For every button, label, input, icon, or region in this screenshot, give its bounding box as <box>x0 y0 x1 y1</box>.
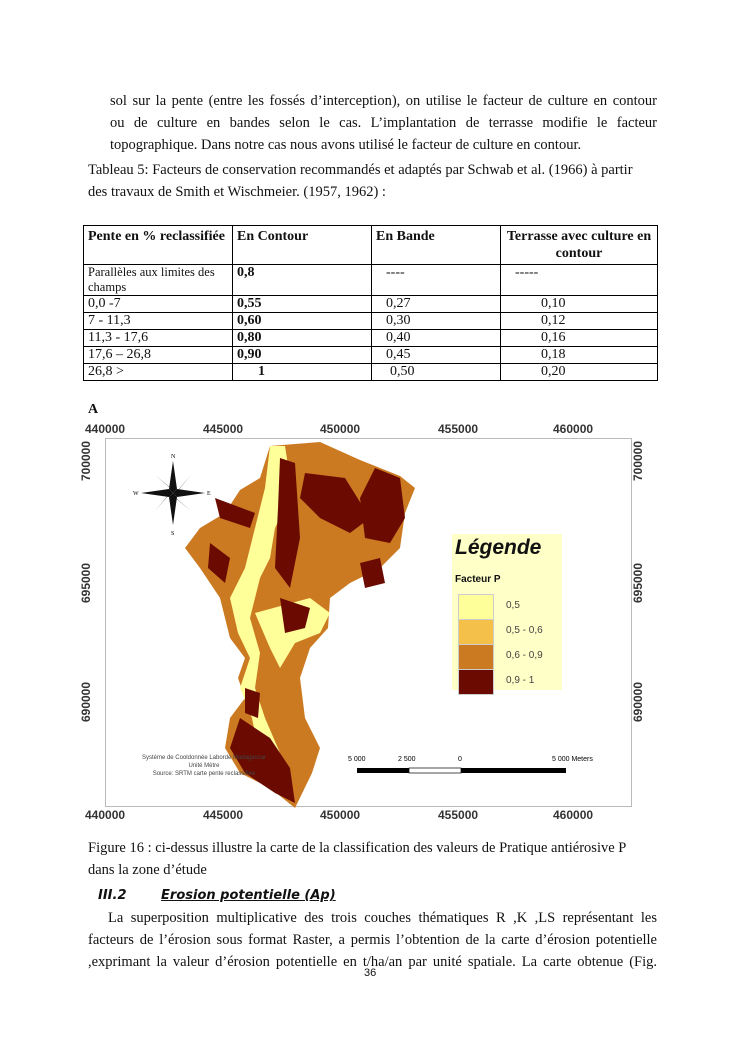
compass-north: N <box>171 454 176 460</box>
paragraph-line: ,exprimant la valeur d’érosion potentiel… <box>88 954 657 970</box>
credit-line: Source: SRTM carte pente reclassifiée <box>153 771 256 777</box>
p-factor-map: 440000 445000 450000 455000 460000 44000… <box>79 418 650 822</box>
x-tick: 445000 <box>203 808 244 822</box>
cell: 0,40 <box>371 329 501 347</box>
figure-caption: dans la zone d’étude <box>88 862 207 878</box>
section-title: Erosion potentielle (Ap) <box>161 888 336 903</box>
cell: 0,55 <box>232 295 372 313</box>
cell: 0,16 <box>500 329 658 347</box>
cell: 0,27 <box>371 295 501 313</box>
section-heading: III.2 Erosion potentielle (Ap) <box>98 888 336 903</box>
x-tick: 455000 <box>438 422 479 436</box>
legend-swatch <box>458 669 494 695</box>
table-caption: Tableau 5: Facteurs de conservation reco… <box>88 162 633 178</box>
legend-label: 0,5 - 0,6 <box>506 625 543 636</box>
compass-rose-icon: N S W E <box>133 454 211 537</box>
cell: 17,6 – 26,8 <box>83 346 233 364</box>
header-cell: Terrasse avec culture en contour <box>500 225 658 265</box>
x-tick: 460000 <box>553 422 594 436</box>
cell: 1 <box>232 363 372 381</box>
table-row: 17,6 – 26,8 0,90 0,45 0,18 <box>83 346 658 364</box>
paragraph-line: facteurs de l’érosion sous format Raster… <box>88 932 657 948</box>
legend-swatch <box>458 644 494 670</box>
cell: 0,20 <box>500 363 658 381</box>
map-legend: Légende Facteur P 0,5 0,5 - 0,6 0,6 - 0,9 0… <box>452 534 562 695</box>
legend-label: 0,5 <box>506 600 520 611</box>
legend-title: Légende <box>455 536 542 559</box>
table-caption: des travaux de Smith et Wischmeier. (195… <box>88 184 386 200</box>
cell: 0,90 <box>232 346 372 364</box>
x-tick: 460000 <box>553 808 594 822</box>
table-row: Parallèles aux limites des champs 0,8 --… <box>83 264 658 296</box>
paragraph-line: La superposition multiplicative des troi… <box>108 910 657 926</box>
page-number: 36 <box>364 967 377 979</box>
cell: 0,0 -7 <box>83 295 233 313</box>
compass-south: S <box>171 531 174 537</box>
x-tick: 450000 <box>320 808 361 822</box>
map-frame <box>105 438 632 807</box>
cell: 0,18 <box>500 346 658 364</box>
credit-line: Unité Mètre <box>188 763 220 769</box>
x-tick: 445000 <box>203 422 244 436</box>
x-tick: 450000 <box>320 422 361 436</box>
compass-east: E <box>207 491 211 497</box>
intro-line: topographique. Dans notre cas nous avons… <box>110 137 582 153</box>
table-row: 0,0 -7 0,55 0,27 0,10 <box>83 295 658 313</box>
header-cell: En Contour <box>232 225 372 265</box>
scale-bar: 5 000 2 500 0 5 000 Meters <box>348 756 593 774</box>
scale-label: 0 <box>458 756 462 763</box>
table-row: 26,8 >1 0,50 0,20 <box>83 363 658 381</box>
legend-subtitle: Facteur P <box>455 574 501 585</box>
credit-line: Systéme de Cooldonnée Laborde Madagascar <box>142 755 266 761</box>
watershed-raster: N S W E 5 000 2 500 0 5 000 Meters Systé… <box>133 442 593 808</box>
legend-label: 0,6 - 0,9 <box>506 650 543 661</box>
figure-label: A <box>88 402 99 417</box>
cell: Parallèles aux limites des champs <box>83 264 233 296</box>
cell: ---- <box>371 264 501 296</box>
cell: 11,3 - 17,6 <box>83 329 233 347</box>
cell: 0,50 <box>371 363 501 381</box>
conservation-factors-table: Pente en % reclassifiée En Contour En Ba… <box>83 225 658 381</box>
legend-label: 0,9 - 1 <box>506 675 535 686</box>
cell: 0,10 <box>500 295 658 313</box>
scale-label: 5 000 Meters <box>552 756 593 763</box>
intro-line: ou de culture en bandes selon le cas. L’… <box>110 115 657 131</box>
x-tick: 440000 <box>85 808 126 822</box>
header-cell: Pente en % reclassifiée <box>83 225 233 265</box>
table-row: 11,3 - 17,6 0,80 0,40 0,16 <box>83 329 658 347</box>
figure-caption: Figure 16 : ci-dessus illustre la carte … <box>88 840 627 856</box>
cell: 0,60 <box>232 312 372 330</box>
cell: 0,30 <box>371 312 501 330</box>
x-tick: 440000 <box>85 422 126 436</box>
table-row: 7 - 11,3 0,60 0,30 0,12 <box>83 312 658 330</box>
cell: 0,45 <box>371 346 501 364</box>
legend-swatch <box>458 594 494 620</box>
section-number: III.2 <box>98 888 127 903</box>
compass-west: W <box>133 491 139 497</box>
x-tick: 455000 <box>438 808 479 822</box>
scale-label: 5 000 <box>348 756 366 763</box>
cell: 26,8 > <box>83 363 233 381</box>
cell: 0,12 <box>500 312 658 330</box>
scale-label: 2 500 <box>398 756 416 763</box>
map-credits: Systéme de Cooldonnée Laborde Madagascar… <box>142 755 266 777</box>
intro-line: sol sur la pente (entre les fossés d’int… <box>110 93 657 109</box>
table-header-row: Pente en % reclassifiée En Contour En Ba… <box>83 225 658 265</box>
legend-swatch <box>458 619 494 645</box>
header-cell: En Bande <box>371 225 501 265</box>
cell: 7 - 11,3 <box>83 312 233 330</box>
cell: 0,8 <box>232 264 372 296</box>
cell: 0,80 <box>232 329 372 347</box>
cell: ----- <box>500 264 658 296</box>
